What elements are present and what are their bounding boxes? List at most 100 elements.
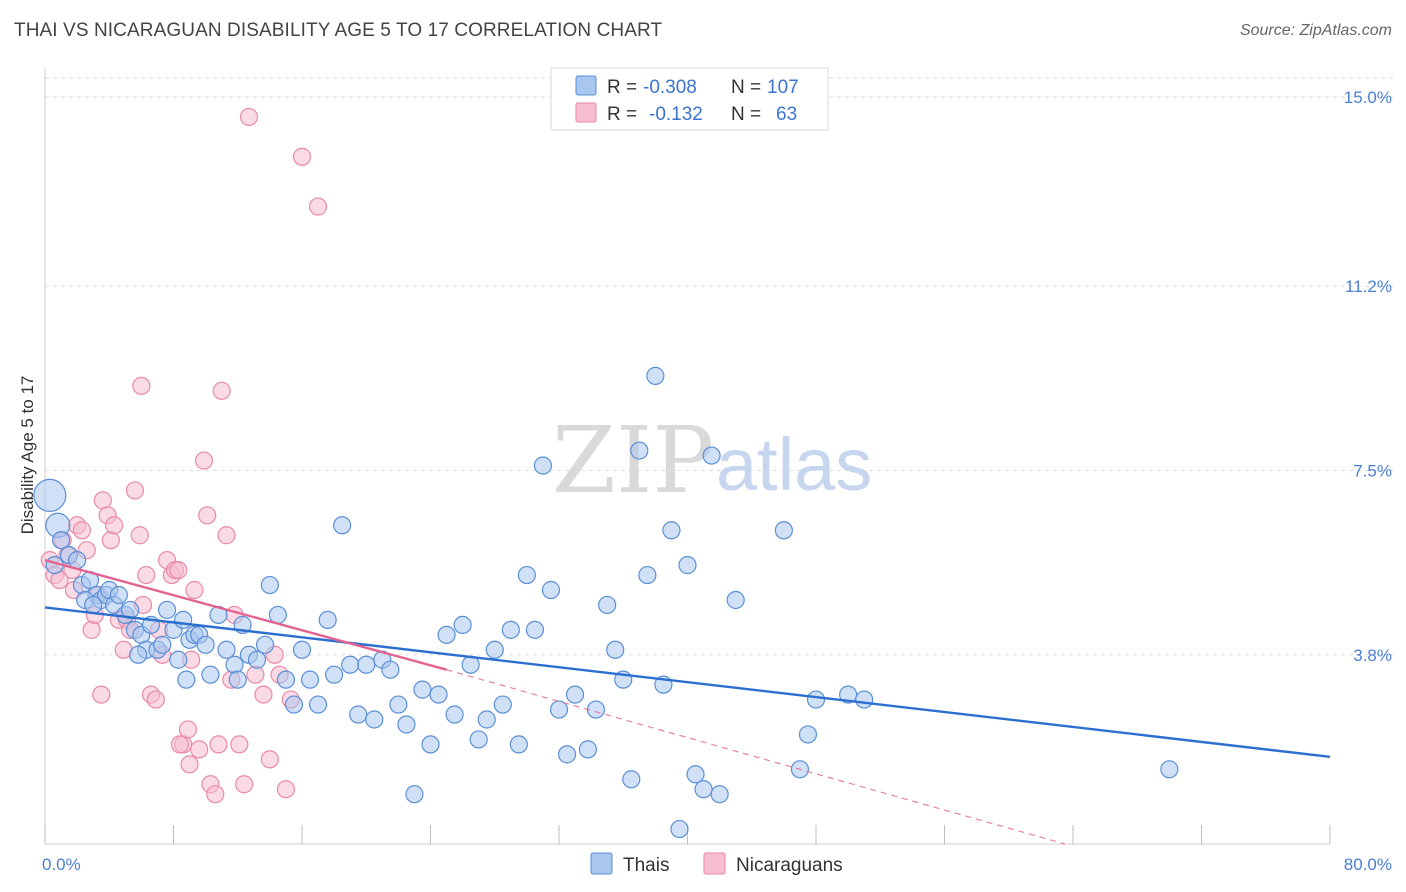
nicaraguans-point-14 bbox=[101, 531, 120, 550]
legend-r-value-2: -0.132 bbox=[649, 104, 703, 125]
thais-point-75 bbox=[565, 685, 585, 704]
x-tick-labels: 0.0% 80.0% bbox=[42, 855, 1392, 874]
nicaraguans-point-56 bbox=[292, 147, 312, 166]
watermark-atlas: atlas bbox=[716, 423, 872, 506]
thais-point-87 bbox=[670, 819, 689, 839]
thais-point-104 bbox=[129, 645, 148, 664]
series-legend: Thais Nicaraguans bbox=[590, 852, 843, 876]
thais-legend-label: Thais bbox=[623, 855, 669, 876]
grid-lines bbox=[45, 77, 1395, 656]
thais-point-0 bbox=[33, 478, 67, 512]
thais-point-44 bbox=[318, 610, 337, 630]
thais-point-74 bbox=[557, 745, 577, 764]
thais-points bbox=[33, 366, 1179, 839]
thais-point-2 bbox=[51, 531, 71, 550]
thais-point-90 bbox=[694, 780, 713, 799]
thais-point-58 bbox=[429, 685, 448, 704]
y-tick-labels: 3.8% 7.5% 11.2% 15.0% bbox=[1344, 88, 1392, 665]
y-tick-label-0: 3.8% bbox=[1353, 646, 1392, 665]
legend-r-label-1: R = bbox=[607, 77, 637, 98]
thais-point-46 bbox=[333, 516, 352, 535]
x-tick-label-1: 80.0% bbox=[1344, 855, 1392, 874]
nicaraguans-point-43 bbox=[217, 526, 236, 545]
thais-point-61 bbox=[453, 615, 472, 634]
nicaraguans-point-51 bbox=[260, 750, 279, 769]
thais-point-94 bbox=[774, 521, 793, 540]
thais-point-35 bbox=[247, 650, 267, 669]
y-tick-label-2: 11.2% bbox=[1345, 277, 1392, 296]
thais-legend-key bbox=[590, 852, 613, 875]
thais-point-78 bbox=[598, 595, 617, 615]
nicaraguans-point-21 bbox=[130, 526, 149, 545]
thais-point-37 bbox=[260, 575, 279, 595]
thais-point-67 bbox=[501, 620, 520, 639]
thais-point-53 bbox=[389, 695, 408, 714]
thais-point-92 bbox=[710, 785, 729, 804]
thais-point-20 bbox=[153, 635, 172, 654]
thais-legend-swatch bbox=[575, 75, 597, 96]
nicaraguans-point-49 bbox=[246, 665, 265, 684]
nicaraguans-point-41 bbox=[209, 735, 228, 754]
nicaraguans-legend-key bbox=[703, 852, 726, 875]
nicaraguans-point-36 bbox=[190, 740, 209, 759]
thais-point-68 bbox=[509, 735, 528, 754]
thais-point-70 bbox=[525, 620, 545, 639]
legend-r-label-2: R = bbox=[607, 104, 637, 125]
thais-point-100 bbox=[1160, 760, 1179, 779]
thais-point-28 bbox=[196, 635, 215, 654]
nicaraguans-point-59 bbox=[132, 376, 151, 395]
thais-point-65 bbox=[485, 640, 504, 659]
thais-point-29 bbox=[201, 665, 220, 684]
thais-point-12 bbox=[109, 585, 128, 605]
thais-point-88 bbox=[678, 556, 697, 575]
thais-point-47 bbox=[341, 655, 360, 674]
nicaraguans-point-61 bbox=[170, 735, 190, 754]
thais-point-86 bbox=[662, 521, 681, 540]
legend-n-label-1: N = bbox=[731, 77, 761, 98]
thais-point-42 bbox=[300, 670, 320, 689]
nicaraguans-point-31 bbox=[169, 560, 188, 580]
y-tick-label-1: 7.5% bbox=[1353, 462, 1392, 481]
thais-point-45 bbox=[325, 665, 344, 684]
nicaraguans-point-50 bbox=[254, 685, 273, 704]
nicaraguans-point-15 bbox=[104, 516, 124, 535]
thais-point-39 bbox=[276, 670, 296, 689]
y-axis-title: Disability Age 5 to 17 bbox=[18, 376, 37, 535]
nicaraguans-point-38 bbox=[198, 506, 217, 525]
thais-point-91 bbox=[702, 446, 721, 465]
watermark-zip: ZIP bbox=[552, 407, 714, 514]
thais-point-49 bbox=[357, 655, 376, 674]
thais-point-106 bbox=[228, 670, 247, 689]
thais-point-97 bbox=[806, 690, 826, 709]
thais-point-24 bbox=[174, 610, 193, 630]
thais-point-93 bbox=[726, 590, 745, 610]
nicaraguans-point-47 bbox=[235, 775, 254, 794]
thais-point-43 bbox=[308, 695, 328, 714]
thais-point-36 bbox=[255, 635, 275, 654]
nicaraguans-point-42 bbox=[212, 381, 231, 400]
nicaraguans-point-40 bbox=[206, 785, 225, 804]
nicaraguans-trend-extension bbox=[446, 669, 1066, 845]
thais-point-63 bbox=[469, 730, 488, 749]
thais-point-64 bbox=[477, 710, 496, 729]
legend-r-value-1: -0.308 bbox=[643, 77, 697, 98]
nicaraguans-point-62 bbox=[180, 755, 199, 774]
thais-point-56 bbox=[413, 680, 432, 699]
nicaraguans-point-33 bbox=[178, 720, 198, 739]
source-label: Source: ZipAtlas.com bbox=[1239, 22, 1392, 39]
thais-point-54 bbox=[397, 715, 416, 734]
thais-point-96 bbox=[798, 725, 818, 744]
nicaraguans-point-25 bbox=[146, 690, 165, 709]
thais-point-59 bbox=[437, 625, 456, 644]
thais-point-84 bbox=[646, 366, 665, 385]
thais-point-48 bbox=[349, 705, 368, 724]
thais-point-60 bbox=[445, 705, 464, 724]
chart-title: THAI VS NICARAGUAN DISABILITY AGE 5 TO 1… bbox=[14, 20, 663, 41]
legend-n-label-2: N = bbox=[731, 104, 761, 125]
thais-point-55 bbox=[405, 785, 424, 804]
nicaraguans-trend-line bbox=[44, 558, 447, 671]
thais-point-99 bbox=[855, 690, 874, 709]
thais-point-89 bbox=[686, 765, 705, 784]
thais-point-32 bbox=[225, 655, 244, 674]
